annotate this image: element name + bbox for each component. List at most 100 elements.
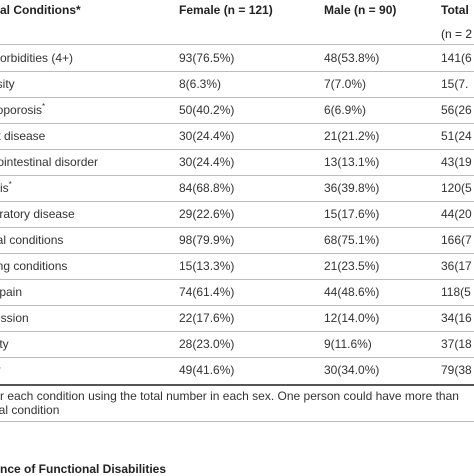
condition-cell: eoporosis* — [0, 102, 46, 118]
header-total: Total — [441, 3, 469, 17]
female-cell: 29(22.6%) — [179, 207, 234, 221]
condition-cell: r t disease — [0, 129, 45, 143]
female-cell: 74(61.4%) — [179, 285, 234, 299]
table-row: eoporosis* 50(40.2%) 6(6.9%) 56(26 — [0, 97, 474, 128]
condition-cell-text: r t disease — [0, 129, 46, 143]
male-cell-text: 9(11.6%) — [324, 337, 372, 351]
female-cell: 49(41.6%) — [179, 363, 234, 377]
condition-cell-text: esity — [0, 77, 15, 91]
male-cell: 15(17.6%) — [324, 207, 379, 221]
total-cell-text: 37(18 — [441, 337, 472, 351]
total-cell: 43(19 — [441, 155, 472, 169]
header-rule — [0, 44, 474, 45]
table-row: ring conditions 15(13.3%) 21(23.5%) 36(17 — [0, 253, 474, 284]
condition-cell: k pain — [0, 285, 22, 299]
male-cell: 21(23.5%) — [324, 259, 379, 273]
total-cell: 15(7. — [441, 77, 468, 91]
note-rule — [0, 421, 474, 422]
female-cell: 30(24.4%) — [179, 129, 234, 143]
total-cell-text: 141(6 — [441, 51, 472, 65]
row-divider — [0, 305, 474, 306]
male-cell: 48(53.8%) — [324, 51, 379, 65]
male-cell-text: 44(48.6%) — [324, 285, 380, 299]
female-cell: 93(76.5%) — [179, 51, 234, 65]
female-cell: 84(68.8%) — [179, 181, 234, 195]
total-cell-text: 36(17 — [441, 259, 472, 273]
table-note-line-1: for each condition using the total numbe… — [0, 389, 459, 403]
total-cell-text: 15(7. — [441, 77, 469, 91]
table-note: for each condition using the total numbe… — [0, 389, 474, 417]
condition-cell: piratory disease — [0, 207, 75, 221]
table-row: ritis* 84(68.8%) 36(39.8%) 120(5 — [0, 175, 474, 206]
table-row: r t disease 30(24.4%) 21(21.2%) 51(24 — [0, 123, 474, 154]
female-cell-text: 49(41.6%) — [179, 363, 235, 377]
condition-cell: ring conditions — [0, 259, 67, 273]
total-cell-text: 56(26 — [441, 103, 472, 117]
male-cell-text: 68(75.1%) — [324, 233, 380, 247]
table-row: er 49(41.6%) 30(34.0%) 79(38 — [0, 357, 474, 388]
footnote-mark: * — [8, 180, 12, 189]
table-row: piratory disease 29(22.6%) 15(17.6%) 44(20 — [0, 201, 474, 232]
total-cell: 120(5 — [441, 181, 472, 195]
condition-cell-text: eoporosis — [0, 103, 43, 117]
male-cell-text: 21(21.2%) — [324, 129, 380, 143]
header-condition: ical Conditions* — [0, 3, 81, 17]
male-cell: 68(75.1%) — [324, 233, 379, 247]
total-cell-text: 118(5 — [441, 285, 471, 299]
female-cell-text: 93(76.5%) — [179, 51, 235, 65]
female-cell-text: 29(22.6%) — [179, 207, 235, 221]
table-row: ual conditions 98(79.9%) 68(75.1%) 166(7 — [0, 227, 474, 258]
condition-cell: ression — [0, 311, 29, 325]
total-cell: 37(18 — [441, 337, 472, 351]
total-cell: 51(24 — [441, 129, 472, 143]
female-cell-text: 30(24.4%) — [179, 129, 235, 143]
condition-cell: morbidities (4+) — [0, 51, 73, 65]
female-cell-text: 84(68.8%) — [179, 181, 235, 195]
table-row: trointestinal disorder 30(24.4%) 13(13.1%)… — [0, 149, 474, 180]
male-cell-text: 7(7.0%) — [324, 77, 367, 91]
row-divider — [0, 123, 474, 124]
row-divider — [0, 227, 474, 228]
row-divider — [0, 279, 474, 280]
male-cell-text: 13(13.1%) — [324, 155, 380, 169]
table-row: ression 22(17.6%) 12(14.0%) 34(16 — [0, 305, 474, 336]
female-cell: 28(23.0%) — [179, 337, 234, 351]
total-cell: 44(20 — [441, 207, 472, 221]
female-cell-text: 98(79.9%) — [179, 233, 235, 247]
header-total-n: (n = 2 — [441, 27, 473, 41]
table-note-line-2: ical condition — [0, 403, 60, 417]
male-cell-text: 12(14.0%) — [324, 311, 380, 325]
condition-cell-text: piratory disease — [0, 207, 75, 221]
total-cell: 36(17 — [441, 259, 472, 273]
condition-cell: iety — [0, 337, 9, 351]
total-cell-text: 166(7 — [441, 233, 472, 247]
table-row: morbidities (4+) 93(76.5%) 48(53.8%) 141(6 — [0, 45, 474, 76]
row-divider — [0, 71, 474, 72]
condition-cell-text: ression — [0, 311, 29, 325]
female-cell: 50(40.2%) — [179, 103, 234, 117]
row-divider — [0, 253, 474, 254]
row-divider — [0, 357, 474, 358]
row-divider — [0, 149, 474, 150]
male-cell: 21(21.2%) — [324, 129, 379, 143]
female-cell: 30(24.4%) — [179, 155, 234, 169]
condition-cell-text: morbidities (4+) — [0, 51, 74, 65]
male-cell: 9(11.6%) — [324, 337, 372, 351]
female-cell-text: 22(17.6%) — [179, 311, 235, 325]
total-cell: 166(7 — [441, 233, 472, 247]
female-cell-text: 28(23.0%) — [179, 337, 235, 351]
total-cell: 79(38 — [441, 363, 472, 377]
total-cell: 56(26 — [441, 103, 472, 117]
section-heading: lence of Functional Disabilities — [0, 462, 167, 476]
total-cell-text: 120(5 — [441, 181, 472, 195]
male-cell: 12(14.0%) — [324, 311, 379, 325]
male-cell-text: 21(23.5%) — [324, 259, 380, 273]
footnote-mark: * — [42, 102, 46, 111]
row-divider — [0, 201, 474, 202]
female-cell: 22(17.6%) — [179, 311, 234, 325]
male-cell: 36(39.8%) — [324, 181, 379, 195]
total-cell: 34(16 — [441, 311, 472, 325]
male-cell: 44(48.6%) — [324, 285, 379, 299]
total-cell: 141(6 — [441, 51, 472, 65]
